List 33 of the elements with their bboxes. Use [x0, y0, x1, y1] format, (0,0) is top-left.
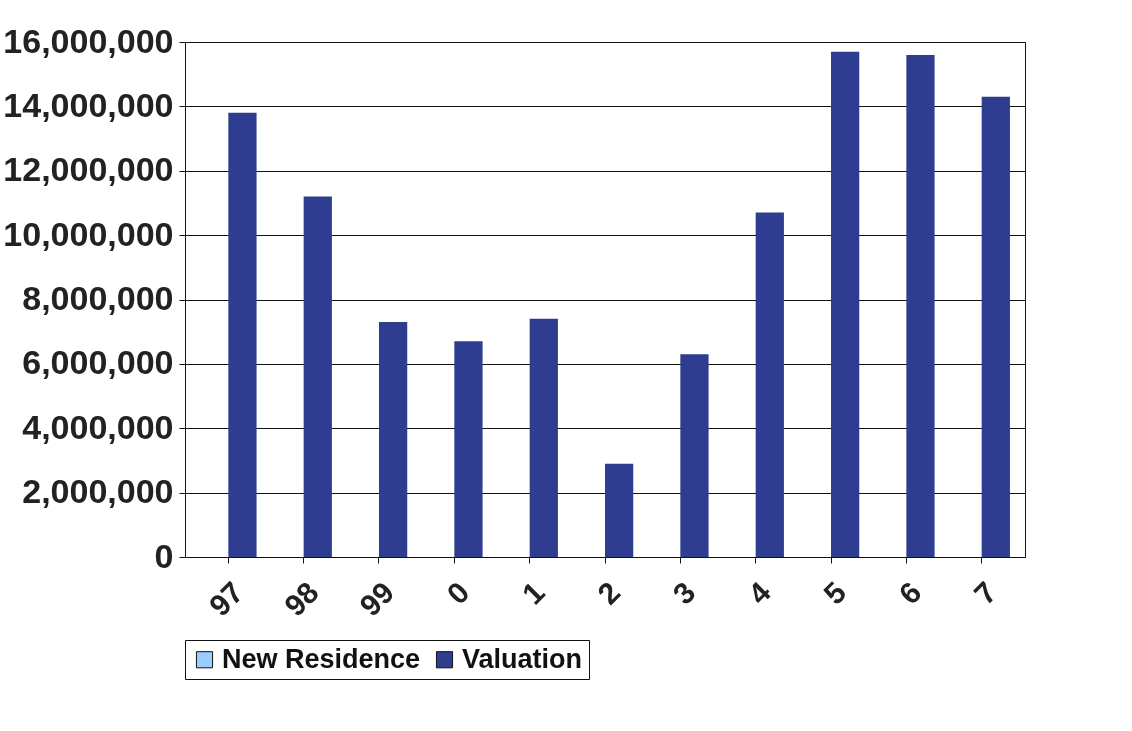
x-tick-label: 97 [202, 575, 250, 623]
bar [303, 196, 332, 557]
y-tick-label: 2,000,000 [22, 472, 174, 511]
x-tick-label: 7 [967, 575, 1003, 611]
x-tick-label: 5 [817, 575, 853, 611]
legend-label: Valuation [462, 643, 583, 674]
y-tick-label: 0 [154, 536, 174, 575]
bar [378, 322, 408, 557]
x-tick-label: 98 [277, 575, 325, 623]
x-tick-label: 6 [892, 575, 928, 611]
x-tick-label: 99 [353, 575, 401, 623]
x-tick-label: 1 [515, 575, 551, 611]
x-tick-label: 4 [741, 575, 778, 611]
y-tick-label: 4,000,000 [22, 407, 174, 446]
x-tick-label: 2 [591, 575, 627, 611]
bar [605, 463, 634, 557]
y-tick-label: 16,000,000 [3, 21, 174, 60]
y-tick-label: 10,000,000 [3, 214, 174, 253]
bar [454, 341, 483, 557]
x-tick-label: 3 [666, 575, 702, 611]
bar [981, 96, 1010, 557]
bar [831, 51, 860, 557]
y-tick-label: 14,000,000 [3, 85, 174, 124]
x-tick-label: 0 [440, 575, 476, 611]
y-tick-label: 12,000,000 [3, 150, 174, 189]
y-tick-label: 8,000,000 [22, 279, 174, 317]
bar [755, 212, 784, 557]
y-tick-label: 6,000,000 [22, 343, 174, 382]
legend-label: New Residence [222, 643, 421, 674]
bar [529, 318, 558, 557]
bar [906, 54, 935, 557]
bar [228, 112, 257, 557]
bar [680, 354, 709, 557]
